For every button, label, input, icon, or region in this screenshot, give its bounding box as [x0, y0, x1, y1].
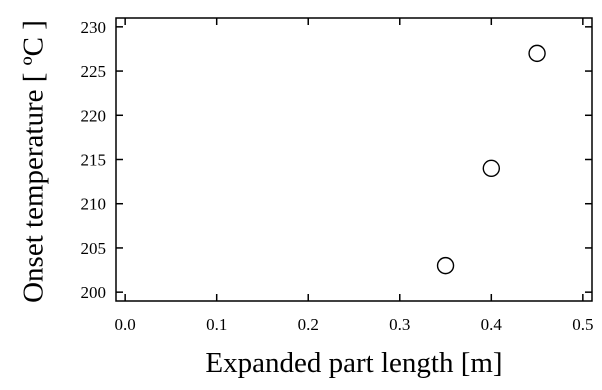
- data-point: [528, 44, 546, 63]
- y-tick-label: 230: [81, 18, 107, 37]
- y-tick-label: 215: [81, 151, 107, 170]
- data-point: [436, 256, 455, 275]
- y-tick-label: 200: [81, 283, 107, 302]
- x-tick-label: 0.3: [389, 315, 410, 334]
- y-axis-ticks: 200 205 210 215 220 225 230: [81, 18, 592, 302]
- y-tick-label: 205: [81, 239, 107, 258]
- x-tick-label: 0.1: [206, 315, 227, 334]
- data-point: [482, 159, 501, 178]
- x-tick-label: 0.2: [298, 315, 319, 334]
- y-tick-label: 220: [81, 106, 107, 125]
- y-axis-title: Onset temperature [ ºC ]: [18, 20, 50, 303]
- x-tick-label: 0.0: [115, 315, 136, 334]
- x-axis-title: Expanded part length [m]: [205, 347, 502, 379]
- plot-area-frame: [115, 17, 593, 302]
- x-axis-ticks: 0.0 0.1 0.2 0.3 0.4 0.5: [115, 18, 593, 334]
- y-tick-label: 225: [81, 62, 107, 81]
- y-tick-label: 210: [81, 195, 107, 214]
- data-points: [436, 44, 546, 275]
- x-tick-label: 0.5: [572, 315, 593, 334]
- x-tick-label: 0.4: [481, 315, 503, 334]
